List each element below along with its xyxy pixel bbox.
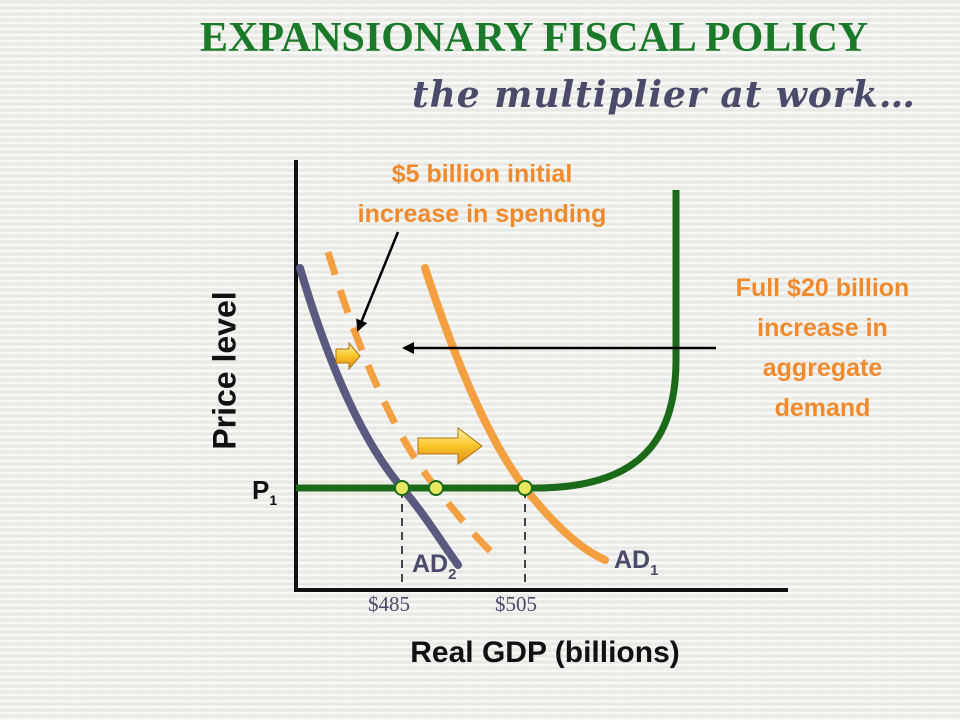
full-increase-line-2: increase in (757, 314, 888, 342)
full-increase-line-3: aggregate (762, 354, 883, 382)
initial-spending-line-1: $5 billion initial (391, 160, 573, 188)
initial-spending-annotation: $5 billion initial increase in spending (312, 154, 652, 234)
initial-spending-line-2: increase in spending (357, 200, 607, 228)
x-axis-label: Real GDP (billions) (410, 636, 680, 669)
ad2-label-sub: 2 (448, 566, 457, 583)
full-increase-line-4: demand (774, 394, 871, 422)
y-axis-label: Price level (206, 291, 243, 450)
ad1-label: AD1 (614, 546, 658, 579)
ad-intermediate-dashed-curve (324, 250, 503, 563)
full-increase-annotation: Full $20 billion increase in aggregate d… (690, 268, 955, 428)
full-increase-line-1: Full $20 billion (735, 274, 910, 302)
ad2-label-main: AD (412, 550, 449, 578)
equilibrium-point-485 (394, 480, 410, 496)
initial-spending-pointer-arrow (356, 231, 400, 332)
ad1-label-sub: 1 (650, 562, 659, 579)
x-tick-485: $485 (368, 592, 410, 616)
slide-subtitle: the multiplier at work… (412, 74, 916, 116)
large-shift-arrow (417, 427, 483, 465)
x-tick-505: $505 (495, 592, 537, 616)
slide-title: EXPANSIONARY FISCAL POLICY (200, 15, 869, 61)
ad-shifted-curve (421, 264, 609, 564)
equilibrium-point-505 (517, 480, 533, 496)
price-level-marker-main: P (252, 475, 270, 505)
small-shift-arrow (335, 341, 361, 371)
ad1-label-main: AD (614, 546, 651, 574)
price-level-marker: P1 (252, 475, 278, 508)
price-level-marker-sub: 1 (269, 492, 278, 508)
equilibrium-point-intermediate (428, 480, 444, 496)
ad-original-curve (296, 264, 462, 569)
aggregate-supply-curve (296, 190, 680, 492)
ad2-label: AD2 (412, 550, 456, 583)
